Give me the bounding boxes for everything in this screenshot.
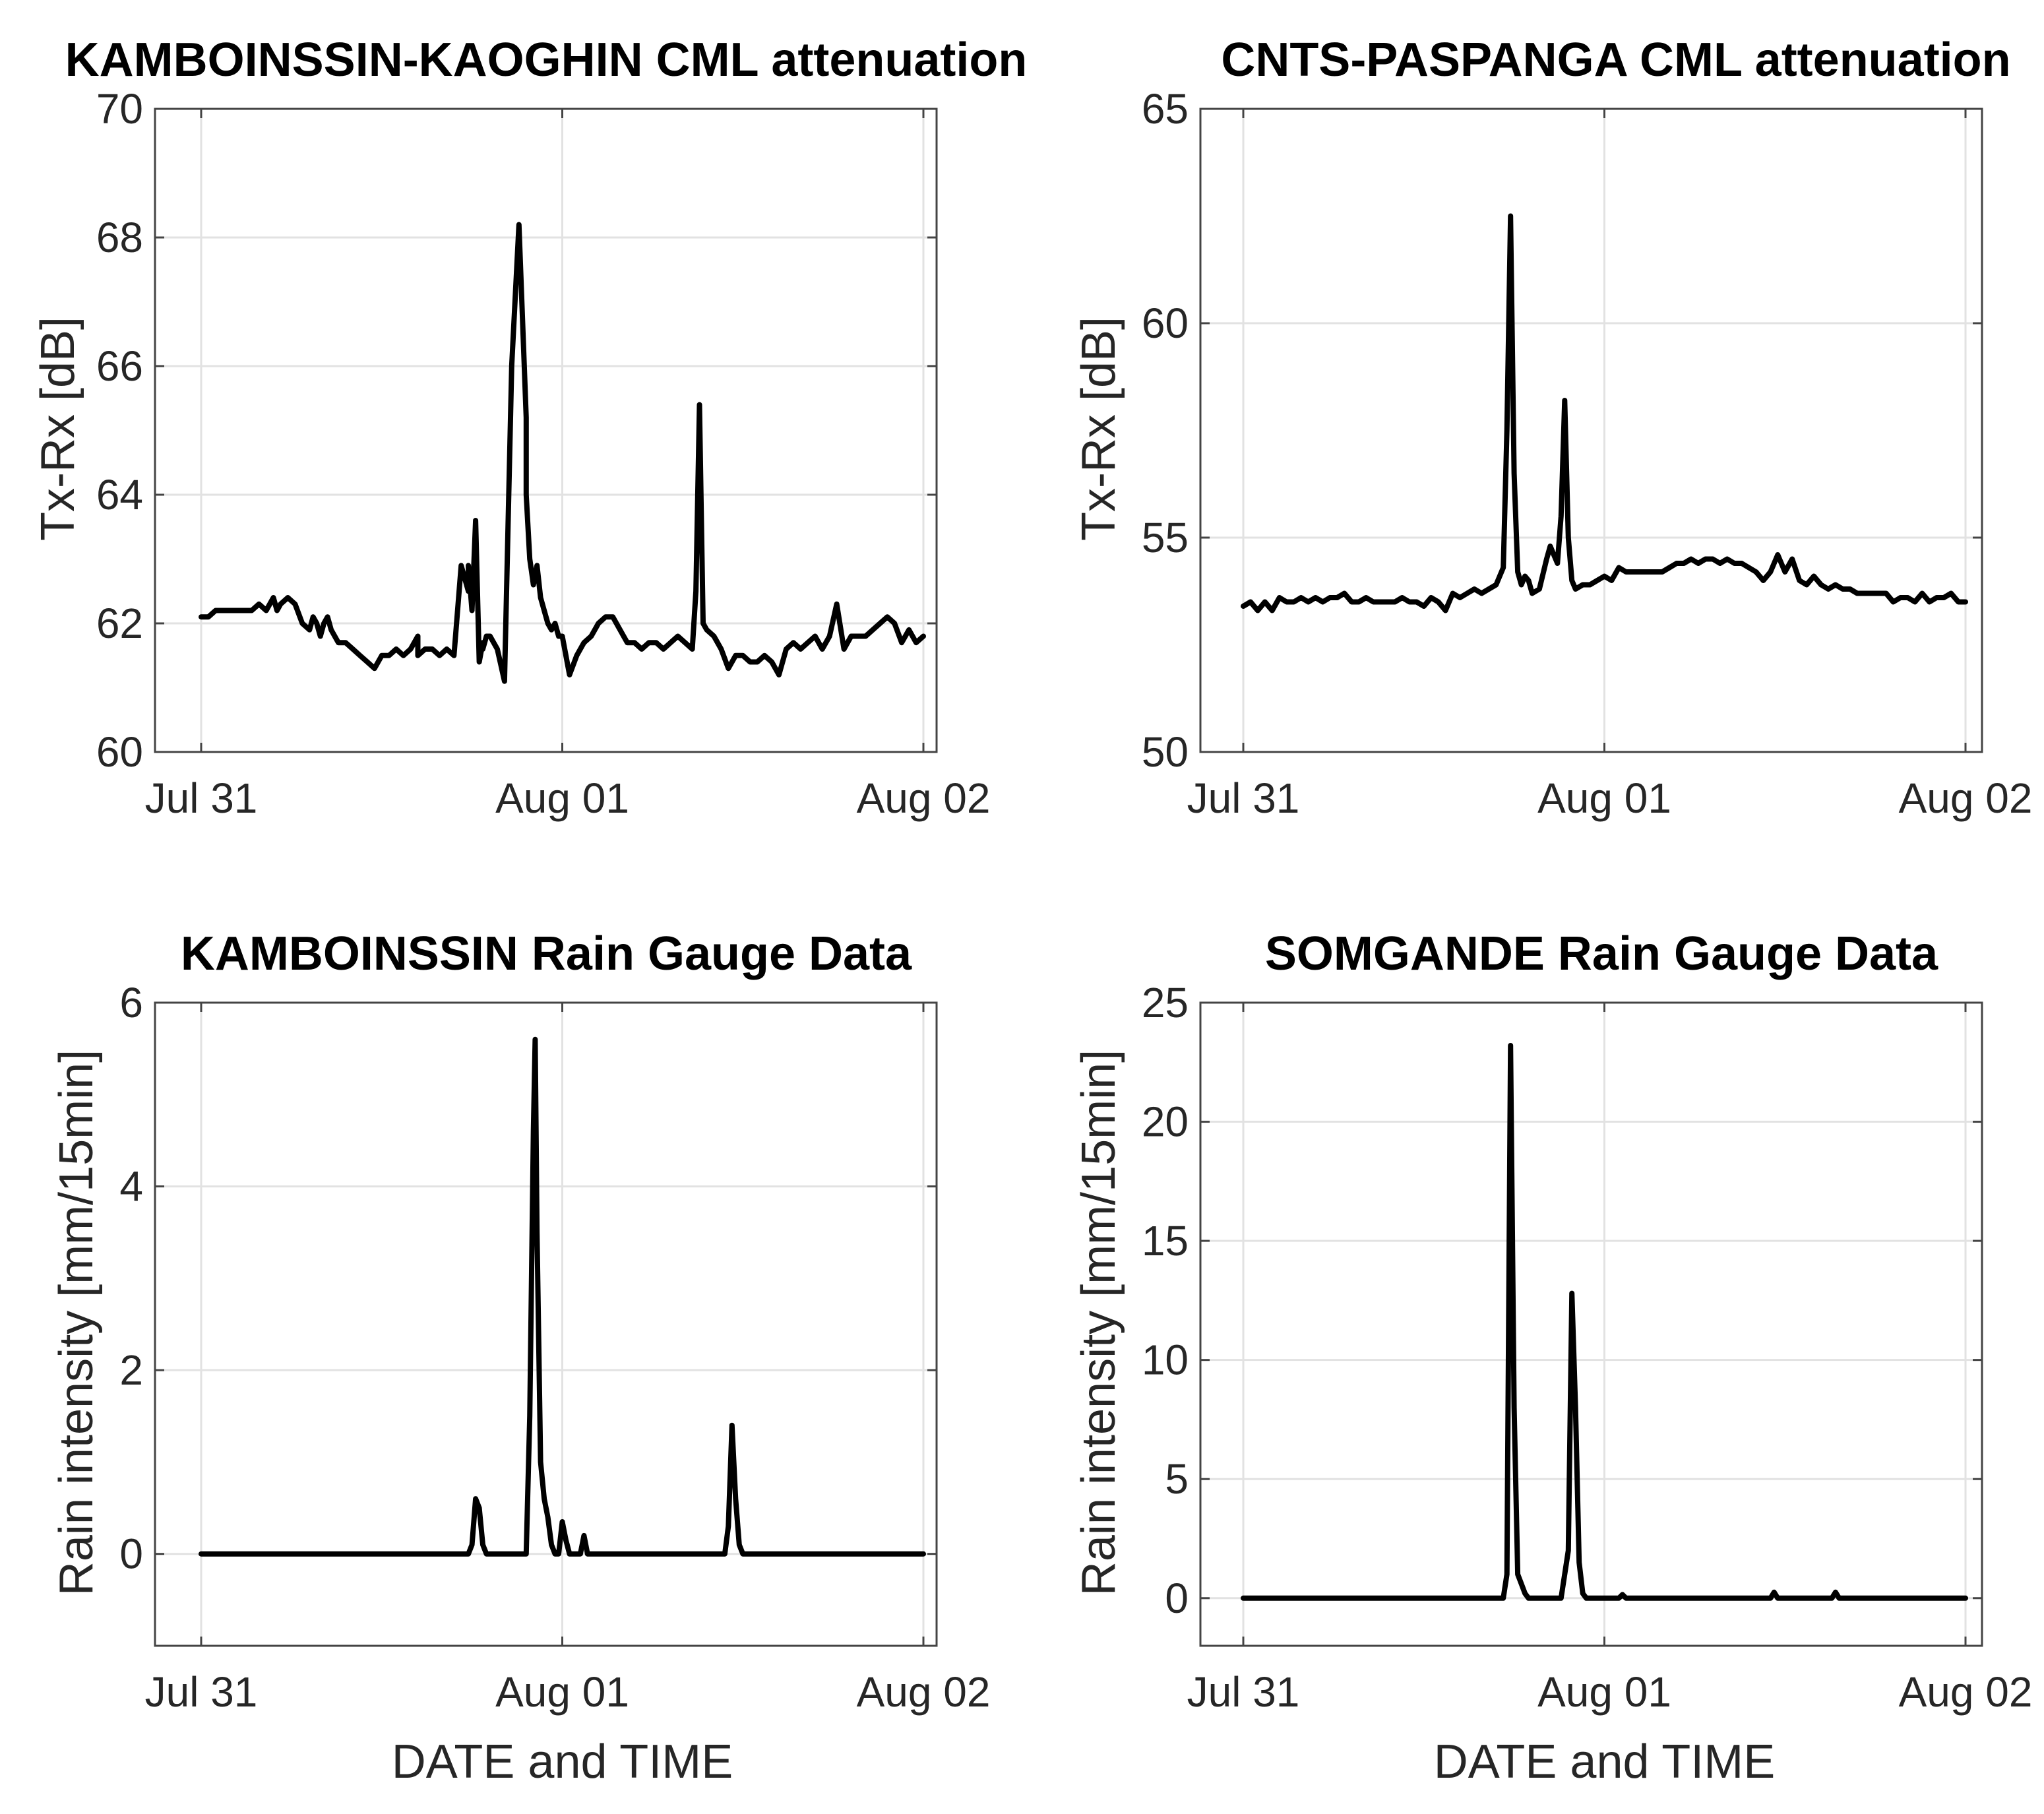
y-tick-label: 15: [1142, 1217, 1189, 1265]
x-tick-label: Jul 31: [145, 1668, 258, 1716]
y-tick-label: 20: [1142, 1098, 1189, 1146]
x-tick-label: Aug 02: [857, 774, 991, 822]
y-tick-label: 5: [1165, 1455, 1189, 1503]
y-axis-label: Rain intensity [mm/15min]: [50, 1049, 103, 1596]
panel-cnts-paspanga-cml: 50 55 60 65 Jul 31 Aug 01 Aug 02 CNTS-PASPANGA …: [1072, 34, 2032, 822]
panel-kamboinssin-kaoghin-cml: 60 62 64 66 68 70 Jul 31 Aug 01 Aug 02 KAMBOINSSI…: [32, 34, 1027, 822]
y-tick-label: 66: [96, 342, 143, 390]
axes-frame: [1199, 1001, 1983, 1647]
y-axis-label: Tx-Rx [dB]: [1072, 317, 1125, 541]
plot-area: [1200, 1003, 1982, 1646]
axes-frame: [154, 1001, 938, 1647]
x-axis-label: DATE and TIME: [1434, 1736, 1776, 1788]
x-tick-label: Aug 01: [1537, 1668, 1671, 1716]
y-tick-label: 0: [119, 1530, 143, 1578]
x-tick-label: Aug 01: [495, 1668, 629, 1716]
x-tick-label: Aug 02: [857, 1668, 991, 1716]
x-tick-label: Aug 01: [1537, 774, 1671, 822]
panel-title: KAMBOINSSIN Rain Gauge Data: [181, 927, 912, 980]
x-tick-label: Jul 31: [1187, 1668, 1300, 1716]
plot-area: [1200, 109, 1982, 752]
x-tick-label: Jul 31: [1187, 774, 1300, 822]
x-tick-label: Aug 02: [1899, 774, 2033, 822]
y-tick-label: 64: [96, 471, 143, 518]
y-tick-label: 62: [96, 600, 143, 647]
axes-frame: [1199, 108, 1983, 753]
panel-title: SOMGANDE Rain Gauge Data: [1265, 927, 1938, 980]
panel-title: KAMBOINSSIN-KAOGHIN CML attenuation: [65, 34, 1028, 86]
series-line: [199, 1036, 926, 1557]
x-tick-label: Aug 02: [1899, 1668, 2033, 1716]
y-tick-label: 55: [1142, 514, 1189, 561]
plot-area: [155, 1003, 937, 1646]
y-tick-label: 68: [96, 214, 143, 261]
plot-area: [155, 109, 937, 752]
x-tick-label: Jul 31: [145, 774, 258, 822]
y-axis-label: Rain intensity [mm/15min]: [1072, 1049, 1125, 1596]
y-tick-label: 2: [119, 1346, 143, 1394]
y-axis-label: Tx-Rx [dB]: [32, 317, 84, 541]
y-tick-label: 0: [1165, 1575, 1189, 1622]
series-line: [1241, 213, 1968, 613]
y-tick-label: 4: [119, 1163, 143, 1210]
y-tick-label: 65: [1142, 85, 1189, 133]
y-tick-label: 50: [1142, 728, 1189, 776]
x-tick-label: Aug 01: [495, 774, 629, 822]
y-tick-label: 60: [1142, 299, 1189, 347]
series-line: [199, 222, 926, 684]
series-line: [1241, 1043, 1968, 1601]
panel-somgande-rain-gauge: 0 5 10 15 20 25 Jul 31 Aug 01 Aug 02 SOMGANDE Rai…: [1072, 927, 2032, 1788]
panel-kamboinssin-rain-gauge: 0 2 4 6 Jul 31 Aug 01 Aug 02 KAMBOINSSIN Rain G…: [50, 927, 990, 1788]
y-tick-label: 6: [119, 979, 143, 1026]
y-tick-label: 60: [96, 728, 143, 776]
y-tick-label: 70: [96, 85, 143, 133]
y-tick-label: 10: [1142, 1336, 1189, 1384]
axes-frame: [154, 108, 938, 753]
panel-title: CNTS-PASPANGA CML attenuation: [1221, 34, 2010, 86]
y-tick-label: 25: [1142, 979, 1189, 1026]
x-axis-label: DATE and TIME: [392, 1736, 733, 1788]
